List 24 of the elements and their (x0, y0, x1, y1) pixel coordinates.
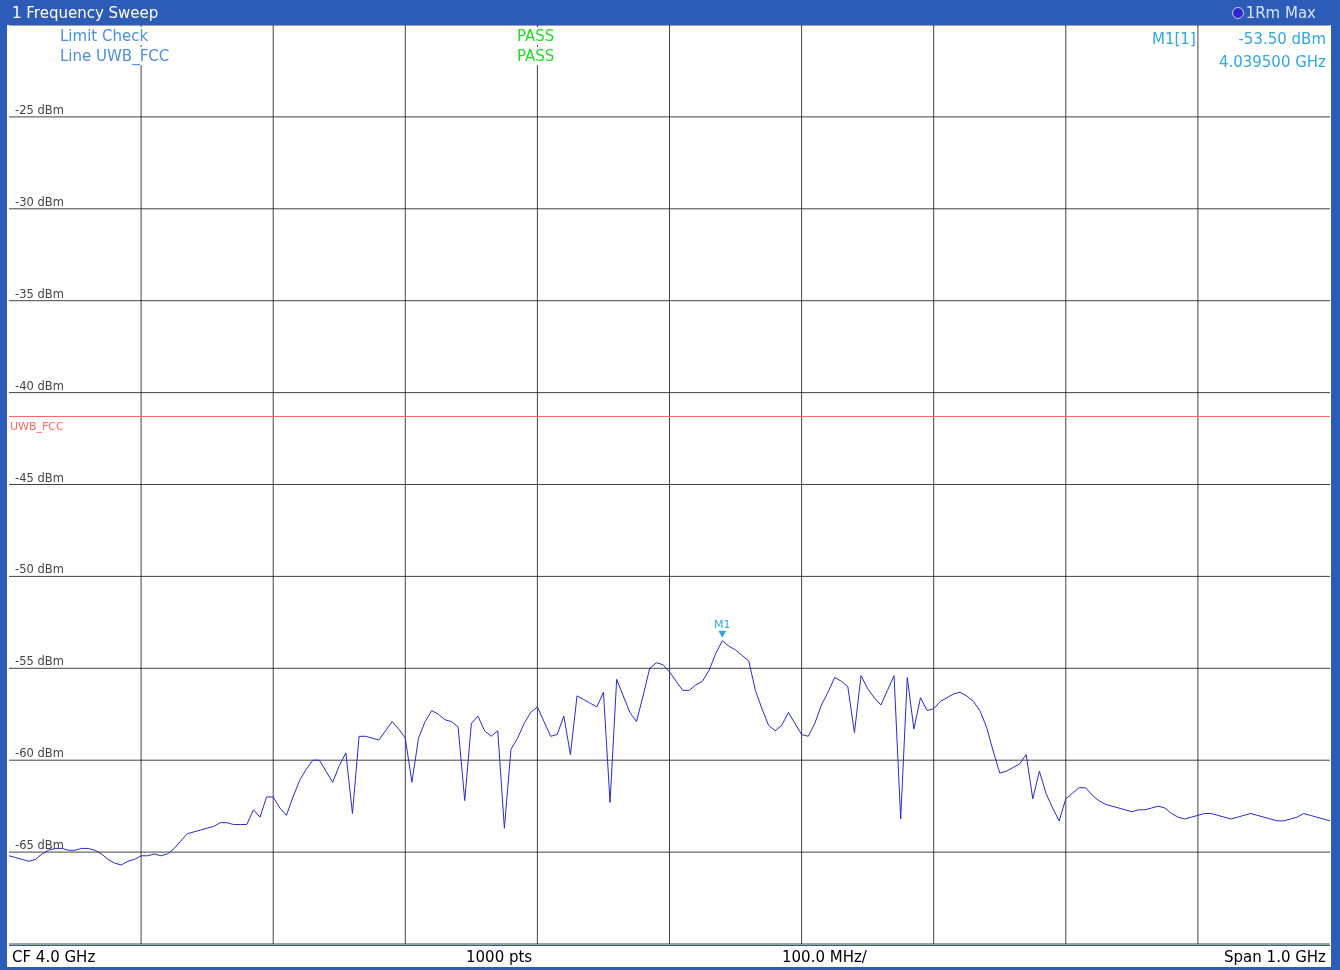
text: CF 4.0 GHz (12, 948, 96, 966)
y-tick-label: -55 dBm (15, 654, 64, 669)
annotation: PASS (517, 27, 555, 45)
ref-line-label: UWB_FCC (10, 420, 64, 434)
y-tick-label: -45 dBm (15, 470, 64, 485)
annotation: 4.039500 GHz (1218, 53, 1326, 71)
y-tick-label: -30 dBm (15, 194, 64, 209)
annotation: Line UWB_FCC (60, 47, 170, 65)
y-tick-label: -60 dBm (15, 746, 64, 761)
annotation: -53.50 dBm (1238, 30, 1326, 48)
text: 1000 pts (466, 948, 533, 966)
y-tick-label: -25 dBm (15, 102, 64, 117)
annotation: PASS (517, 47, 555, 65)
y-tick-label: -35 dBm (15, 286, 64, 301)
y-tick-label: -65 dBm (15, 838, 64, 853)
y-tick-label: -40 dBm (15, 378, 64, 393)
annotation: M1 (714, 617, 731, 631)
chart-title: 1 Frequency Sweep (12, 4, 159, 22)
annotation: Limit Check (60, 27, 149, 45)
annotation: M1[1] (1152, 30, 1196, 48)
text: Span 1.0 GHz (1224, 948, 1326, 966)
legend-label: 1Rm Max (1245, 4, 1316, 22)
text: 100.0 MHz/ (782, 948, 867, 966)
y-tick-label: -50 dBm (15, 562, 64, 577)
